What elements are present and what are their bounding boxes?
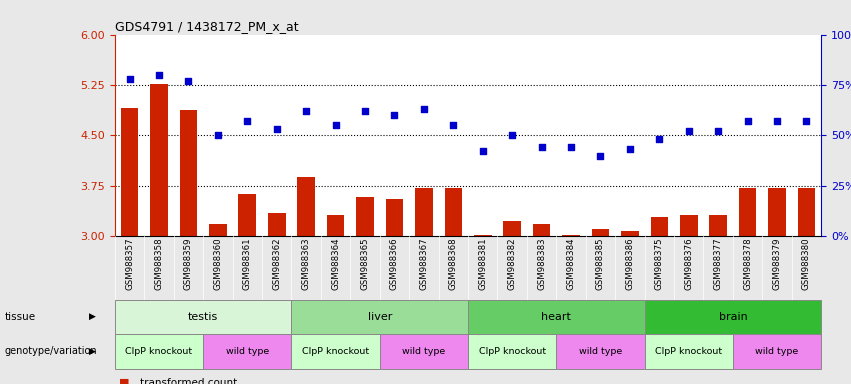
Text: GDS4791 / 1438172_PM_x_at: GDS4791 / 1438172_PM_x_at [115, 20, 299, 33]
Text: tissue: tissue [4, 312, 36, 322]
Bar [297, 177, 315, 236]
Bar [468, 334, 557, 369]
Point [623, 146, 637, 152]
Point [388, 112, 402, 118]
Point [181, 78, 195, 84]
Bar [203, 334, 291, 369]
Text: wild type: wild type [579, 347, 622, 356]
Point [534, 144, 548, 151]
Bar [291, 300, 468, 334]
Bar [645, 300, 821, 334]
Bar [180, 110, 197, 236]
Bar [209, 224, 226, 236]
Bar [645, 334, 733, 369]
Bar [386, 199, 403, 236]
Text: ClpP knockout: ClpP knockout [478, 347, 545, 356]
Text: transformed count: transformed count [140, 378, 237, 384]
Bar [121, 109, 139, 236]
Bar [710, 215, 727, 236]
Point [770, 118, 784, 124]
Bar [557, 334, 645, 369]
Bar [115, 334, 203, 369]
Text: ClpP knockout: ClpP knockout [655, 347, 722, 356]
Bar [739, 188, 757, 236]
Bar [357, 197, 374, 236]
Bar [591, 230, 609, 236]
Point [241, 118, 254, 124]
Text: wild type: wild type [403, 347, 446, 356]
Bar [563, 235, 580, 236]
Bar [444, 188, 462, 236]
Text: ▶: ▶ [89, 312, 96, 321]
Point [358, 108, 372, 114]
Text: ▶: ▶ [89, 347, 96, 356]
Bar [291, 334, 380, 369]
Bar [797, 188, 815, 236]
Point [476, 149, 489, 155]
Text: wild type: wild type [226, 347, 269, 356]
Point [741, 118, 755, 124]
Bar [268, 213, 286, 236]
Bar [768, 188, 785, 236]
Bar [733, 334, 821, 369]
Text: ClpP knockout: ClpP knockout [125, 347, 192, 356]
Point [800, 118, 814, 124]
Text: genotype/variation: genotype/variation [4, 346, 97, 356]
Text: wild type: wild type [756, 347, 799, 356]
Point [328, 122, 342, 128]
Point [653, 136, 666, 142]
Text: ClpP knockout: ClpP knockout [302, 347, 369, 356]
Bar [468, 300, 645, 334]
Bar [474, 235, 492, 236]
Bar [503, 221, 521, 236]
Text: liver: liver [368, 312, 392, 322]
Text: testis: testis [188, 312, 219, 322]
Point [682, 128, 695, 134]
Text: brain: brain [718, 312, 747, 322]
Text: heart: heart [541, 312, 571, 322]
Text: ■: ■ [119, 378, 129, 384]
Point [152, 72, 166, 78]
Bar [327, 215, 345, 236]
Point [564, 144, 578, 151]
Point [417, 106, 431, 112]
Bar [650, 217, 668, 236]
Bar [621, 231, 639, 236]
Point [447, 122, 460, 128]
Point [505, 132, 519, 139]
Bar [415, 188, 432, 236]
Bar [380, 334, 468, 369]
Bar [115, 300, 291, 334]
Point [711, 128, 725, 134]
Bar [680, 215, 698, 236]
Point [300, 108, 313, 114]
Point [211, 132, 225, 139]
Point [270, 126, 283, 132]
Point [123, 76, 136, 82]
Point [594, 152, 608, 159]
Bar [151, 84, 168, 236]
Bar [533, 224, 551, 236]
Bar [238, 195, 256, 236]
